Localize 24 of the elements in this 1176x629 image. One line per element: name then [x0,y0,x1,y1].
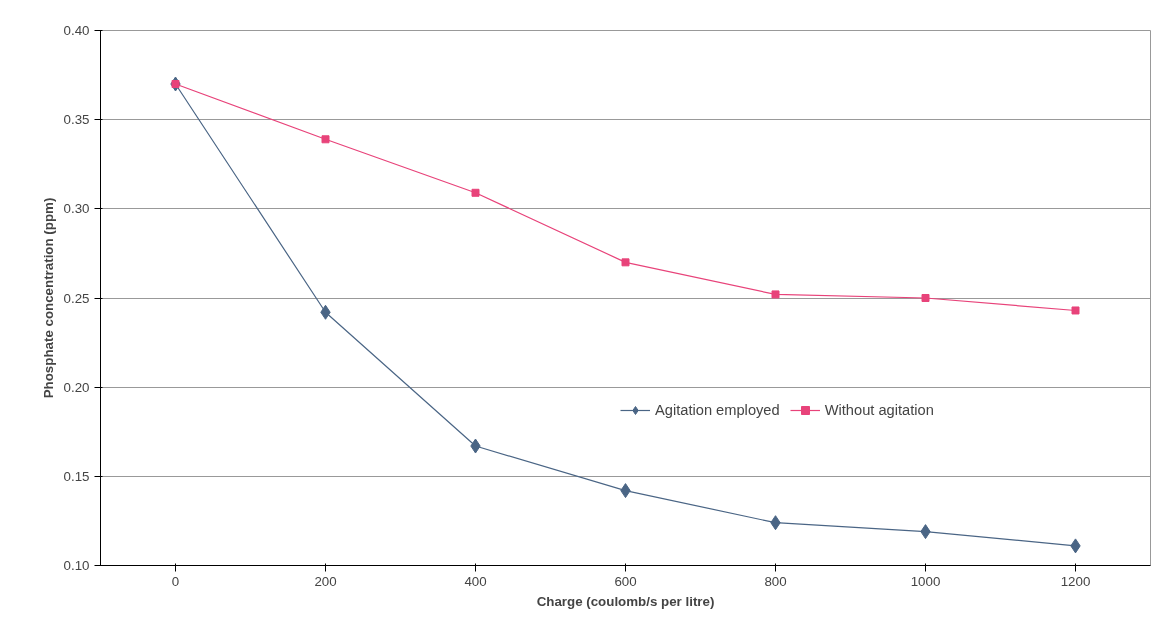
x-tick-label: 400 [464,573,487,589]
point [321,135,330,144]
point [621,258,630,267]
y-tick-label: 0.40 [63,23,90,38]
legend-label: Without agitation [824,402,934,418]
x-tick-label: 1000 [910,573,941,589]
x-tick-label: 1200 [1060,573,1091,589]
y-tick-label: 0.10 [63,558,90,573]
legend-label: Agitation employed [655,402,780,418]
x-tick-label: 800 [764,573,787,589]
point [471,188,480,197]
point [1071,306,1080,315]
y-tick-label: 0.30 [63,201,90,217]
y-tick-label: 0.15 [63,468,90,484]
x-tick-label: 200 [314,573,337,589]
point [921,294,930,302]
point [771,290,780,299]
y-axis-title: Phosphate concentration (ppm) [40,197,56,399]
y-tick-label: 0.20 [63,379,90,395]
x-tick-label: 600 [614,573,637,589]
y-tick-label: 0.25 [63,290,90,306]
y-tick-label: 0.35 [63,112,90,128]
x-tick-label: 0 [171,573,180,589]
x-axis-title: Charge (coulomb/s per litre) [536,593,715,609]
